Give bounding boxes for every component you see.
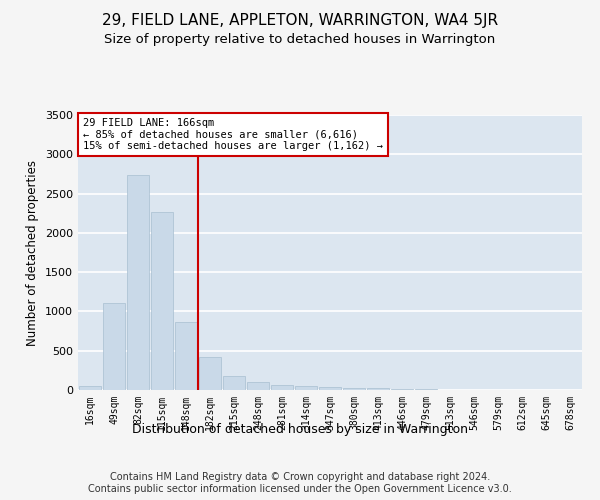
Bar	[343, 388, 365, 390]
Text: Distribution of detached houses by size in Warrington: Distribution of detached houses by size …	[132, 422, 468, 436]
Bar	[391, 389, 413, 390]
Bar	[223, 376, 245, 390]
Bar	[151, 212, 173, 390]
Bar	[271, 384, 293, 390]
Bar	[127, 176, 149, 390]
Text: Size of property relative to detached houses in Warrington: Size of property relative to detached ho…	[104, 32, 496, 46]
Bar	[247, 382, 269, 390]
Y-axis label: Number of detached properties: Number of detached properties	[26, 160, 40, 346]
Bar	[199, 358, 221, 390]
Text: Contains HM Land Registry data © Crown copyright and database right 2024.
Contai: Contains HM Land Registry data © Crown c…	[88, 472, 512, 494]
Text: 29, FIELD LANE, APPLETON, WARRINGTON, WA4 5JR: 29, FIELD LANE, APPLETON, WARRINGTON, WA…	[102, 12, 498, 28]
Bar	[367, 388, 389, 390]
Bar	[103, 303, 125, 390]
Bar	[79, 386, 101, 390]
Bar	[319, 387, 341, 390]
Bar	[175, 322, 197, 390]
Bar	[295, 386, 317, 390]
Text: 29 FIELD LANE: 166sqm
← 85% of detached houses are smaller (6,616)
15% of semi-d: 29 FIELD LANE: 166sqm ← 85% of detached …	[83, 118, 383, 151]
